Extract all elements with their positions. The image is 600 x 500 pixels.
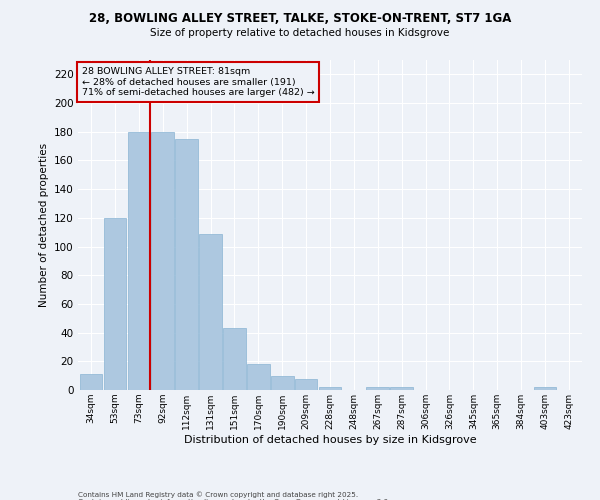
Bar [391, 387, 413, 390]
Bar [247, 364, 269, 390]
Bar [104, 218, 127, 390]
Text: 28 BOWLING ALLEY STREET: 81sqm
← 28% of detached houses are smaller (191)
71% of: 28 BOWLING ALLEY STREET: 81sqm ← 28% of … [82, 67, 314, 97]
Bar [128, 132, 150, 390]
Text: Size of property relative to detached houses in Kidsgrove: Size of property relative to detached ho… [151, 28, 449, 38]
X-axis label: Distribution of detached houses by size in Kidsgrove: Distribution of detached houses by size … [184, 434, 476, 444]
Bar [295, 378, 317, 390]
Bar [175, 139, 198, 390]
Text: 28, BOWLING ALLEY STREET, TALKE, STOKE-ON-TRENT, ST7 1GA: 28, BOWLING ALLEY STREET, TALKE, STOKE-O… [89, 12, 511, 26]
Bar [533, 387, 556, 390]
Text: Contains HM Land Registry data © Crown copyright and database right 2025.: Contains HM Land Registry data © Crown c… [78, 491, 358, 498]
Bar [80, 374, 103, 390]
Bar [319, 387, 341, 390]
Text: Contains public sector information licensed under the Open Government Licence v3: Contains public sector information licen… [78, 499, 391, 500]
Bar [223, 328, 246, 390]
Y-axis label: Number of detached properties: Number of detached properties [38, 143, 49, 307]
Bar [271, 376, 293, 390]
Bar [151, 132, 174, 390]
Bar [199, 234, 222, 390]
Bar [367, 387, 389, 390]
